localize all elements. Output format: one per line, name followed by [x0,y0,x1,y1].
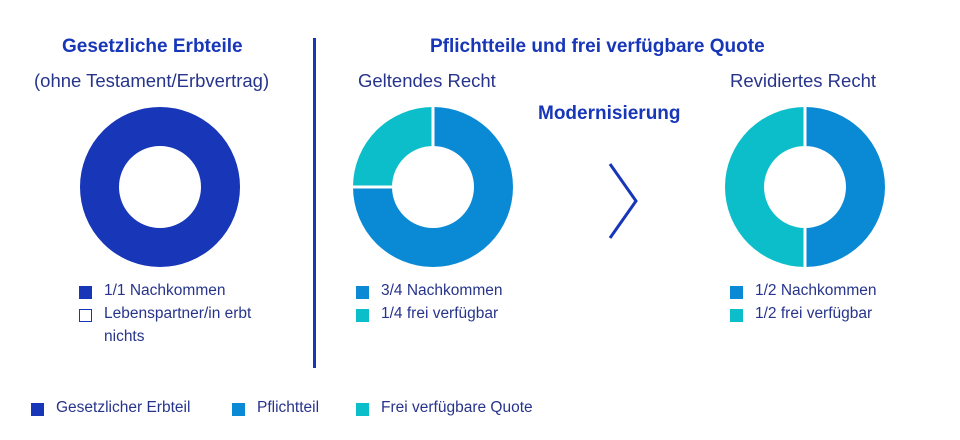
middle-panel-subtitle: Geltendes Recht [358,70,496,91]
panel-divider [313,38,316,368]
legend-swatch-1-4-frei [356,309,369,322]
legend-swatch-1-2-nachkommen [730,286,743,299]
bottom-legend-swatch-gesetzlicher-erbteil [31,403,44,416]
chevron-right-icon [608,163,638,239]
donut-slice-nachkommen [80,107,240,267]
legend-label-nachkommen: 1/1 Nachkommen [104,282,226,299]
bottom-legend-swatch-frei-verfuegbare-quote [356,403,369,416]
legend-label-lebenspartner-line2: nichts [104,328,145,345]
left-panel-title: Gesetzliche Erbteile [62,36,243,57]
bottom-legend-frei-verfuegbare-quote: Frei verfügbare Quote [381,399,533,416]
donut-chart-geltendes-recht [353,107,513,267]
legend-label-1-2-nachkommen: 1/2 Nachkommen [755,282,877,299]
legend-swatch-lebenspartner [79,309,92,322]
donut-chart-revidiertes-recht [725,107,885,267]
donut-slice-frei-verfügbar [725,107,805,267]
legend-swatch-3-4-nachkommen [356,286,369,299]
legend-label-1-4-frei: 1/4 frei verfügbar [381,305,499,322]
legend-label-3-4-nachkommen: 3/4 Nachkommen [381,282,503,299]
donut-slice-frei-verfügbar [353,107,433,187]
bottom-legend-swatch-pflichtteil [232,403,245,416]
right-header-title: Pflichtteile und frei verfügbare Quote [430,36,765,57]
legend-swatch-nachkommen [79,286,92,299]
legend-swatch-1-2-frei [730,309,743,322]
bottom-legend-gesetzlicher-erbteil: Gesetzlicher Erbteil [56,399,191,416]
donut-slice-nachkommen [805,107,885,267]
right-panel-subtitle: Revidiertes Recht [730,70,877,91]
donut-slice-nachkommen [353,107,513,267]
legend-label-1-2-frei: 1/2 frei verfügbar [755,305,873,322]
bottom-legend-pflichtteil: Pflichtteil [257,399,320,416]
legend-label-lebenspartner: Lebenspartner/in erbt [104,305,252,322]
left-panel-subtitle: (ohne Testament/Erbvertrag) [34,70,270,91]
donut-chart-gesetzliche-erbteile [80,107,240,267]
modernisierung-label: Modernisierung [538,103,681,124]
